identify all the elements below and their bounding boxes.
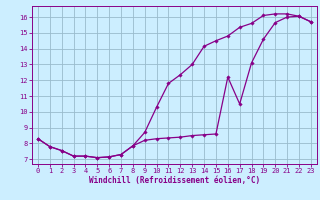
X-axis label: Windchill (Refroidissement éolien,°C): Windchill (Refroidissement éolien,°C) — [89, 176, 260, 185]
